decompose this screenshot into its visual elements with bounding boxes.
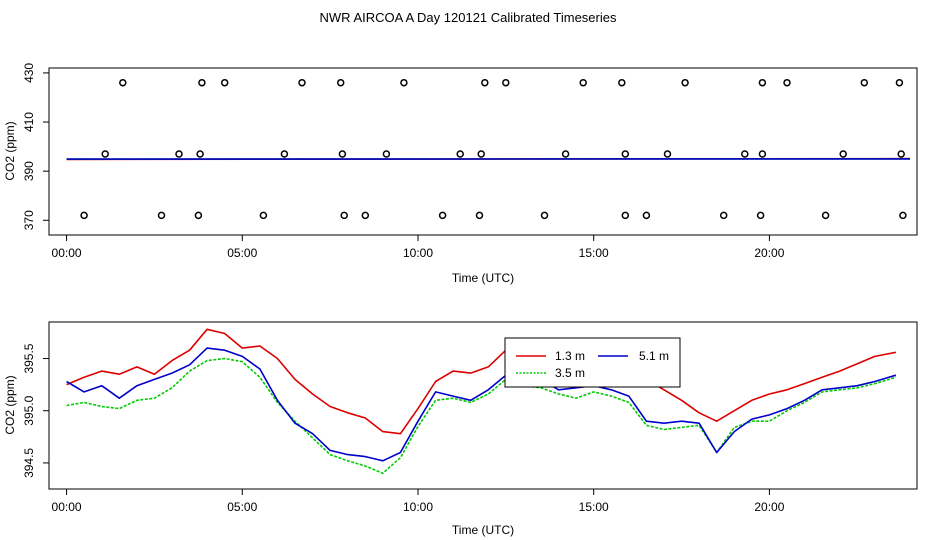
calibration-point: [298, 78, 306, 87]
calibration-point: [663, 150, 672, 158]
top-x-tick-label: 05:00: [227, 246, 257, 260]
calibration-point: [642, 211, 651, 220]
calibration-point: [475, 211, 484, 220]
top-x-tick-label: 10:00: [403, 246, 433, 260]
chart-title: NWR AIRCOA A Day 120121 Calibrated Times…: [320, 10, 617, 25]
top-series-lines: [66, 157, 911, 161]
calibration-point: [481, 78, 489, 87]
top-y-tick-label: 390: [22, 161, 36, 181]
calibration-point: [895, 78, 904, 87]
calibration-point: [618, 78, 626, 87]
bottom-series-1-3-m: [66, 328, 897, 435]
top-x-tick-label: 15:00: [579, 246, 609, 260]
calibration-point: [719, 211, 728, 220]
legend-label-5-1m: 5.1 m: [639, 349, 669, 363]
top-panel: 00:00 05:00 10:00 15:00 20:00 370 390 410 430 T…: [3, 63, 918, 285]
bottom-y-axis-label: CO2 (ppm): [3, 375, 17, 434]
bottom-y-tick-label: 395.5: [22, 343, 36, 373]
calibration-point: [340, 211, 348, 220]
calibration-point: [101, 150, 109, 158]
bottom-series-lines: [66, 328, 897, 475]
calibration-point: [456, 150, 464, 158]
top-x-axis: 00:00 05:00 10:00 15:00 20:00: [52, 235, 785, 260]
calibration-point: [119, 78, 127, 87]
calibration-point: [80, 211, 88, 220]
calibration-point: [194, 211, 203, 220]
calibration-point: [758, 150, 767, 158]
calibration-point: [502, 78, 510, 87]
top-x-tick-label: 20:00: [754, 246, 784, 260]
calibration-point: [382, 150, 391, 158]
calibration-point: [839, 150, 847, 158]
bottom-x-tick-label: 10:00: [403, 500, 433, 514]
bottom-y-axis: 394.5 395.0 395.5: [22, 343, 49, 478]
bottom-series-3-5-m: [66, 357, 897, 475]
bottom-x-axis: 00:00 05:00 10:00 15:00 20:00: [52, 489, 785, 514]
top-x-axis-label: Time (UTC): [452, 271, 514, 285]
bottom-x-axis-label: Time (UTC): [452, 523, 514, 537]
calibration-point: [681, 78, 689, 87]
calibration-point: [175, 150, 183, 158]
legend-label-1-3m: 1.3 m: [555, 349, 585, 363]
calibration-point: [361, 211, 370, 220]
calibration-point: [579, 78, 587, 87]
legend-label-3-5m: 3.5 m: [555, 366, 585, 380]
top-y-axis: 370 390 410 430: [22, 63, 49, 230]
top-y-tick-label: 430: [22, 63, 36, 83]
bottom-x-tick-label: 05:00: [227, 500, 257, 514]
legend-box: [504, 337, 681, 388]
calibration-point: [438, 211, 447, 220]
calibration-point: [561, 150, 570, 158]
calibration-point: [897, 150, 905, 158]
calibration-point: [338, 150, 347, 158]
calibration-point: [157, 211, 166, 220]
bottom-x-tick-label: 15:00: [579, 500, 609, 514]
calibration-point: [259, 211, 268, 220]
bottom-x-tick-label: 00:00: [52, 500, 82, 514]
calibration-point: [400, 78, 408, 87]
calibration-point: [860, 78, 869, 87]
calibration-point: [198, 78, 206, 87]
top-x-tick-label: 00:00: [52, 246, 82, 260]
calibration-point: [280, 150, 289, 158]
bottom-x-tick-label: 20:00: [754, 500, 784, 514]
top-y-tick-label: 370: [22, 210, 36, 230]
bottom-y-tick-label: 395.0: [22, 395, 36, 425]
calibration-point: [756, 211, 765, 220]
calibration-point: [196, 150, 204, 158]
calibration-point: [741, 150, 749, 158]
calibration-point: [540, 211, 549, 220]
calibration-point: [477, 150, 485, 158]
legend: 1.3 m 5.1 m 3.5 m: [504, 337, 681, 388]
calibration-point: [621, 150, 630, 158]
top-plot-frame: [48, 67, 918, 236]
top-y-tick-label: 410: [22, 112, 36, 132]
calibration-point: [821, 211, 830, 220]
calibration-point: [783, 78, 791, 87]
calibration-point: [220, 78, 229, 87]
calibration-point: [621, 211, 630, 220]
top-y-axis-label: CO2 (ppm): [3, 121, 17, 180]
calibration-point: [336, 78, 345, 87]
bottom-series-5-1-m: [66, 347, 897, 462]
calibration-point: [899, 211, 907, 220]
calibration-points: [80, 78, 907, 220]
bottom-plot-frame: [48, 321, 918, 490]
calibration-point: [758, 78, 767, 87]
bottom-y-tick-label: 394.5: [22, 448, 36, 478]
bottom-panel: 00:00 05:00 10:00 15:00 20:00 394.5 395.0 395.…: [3, 321, 918, 537]
